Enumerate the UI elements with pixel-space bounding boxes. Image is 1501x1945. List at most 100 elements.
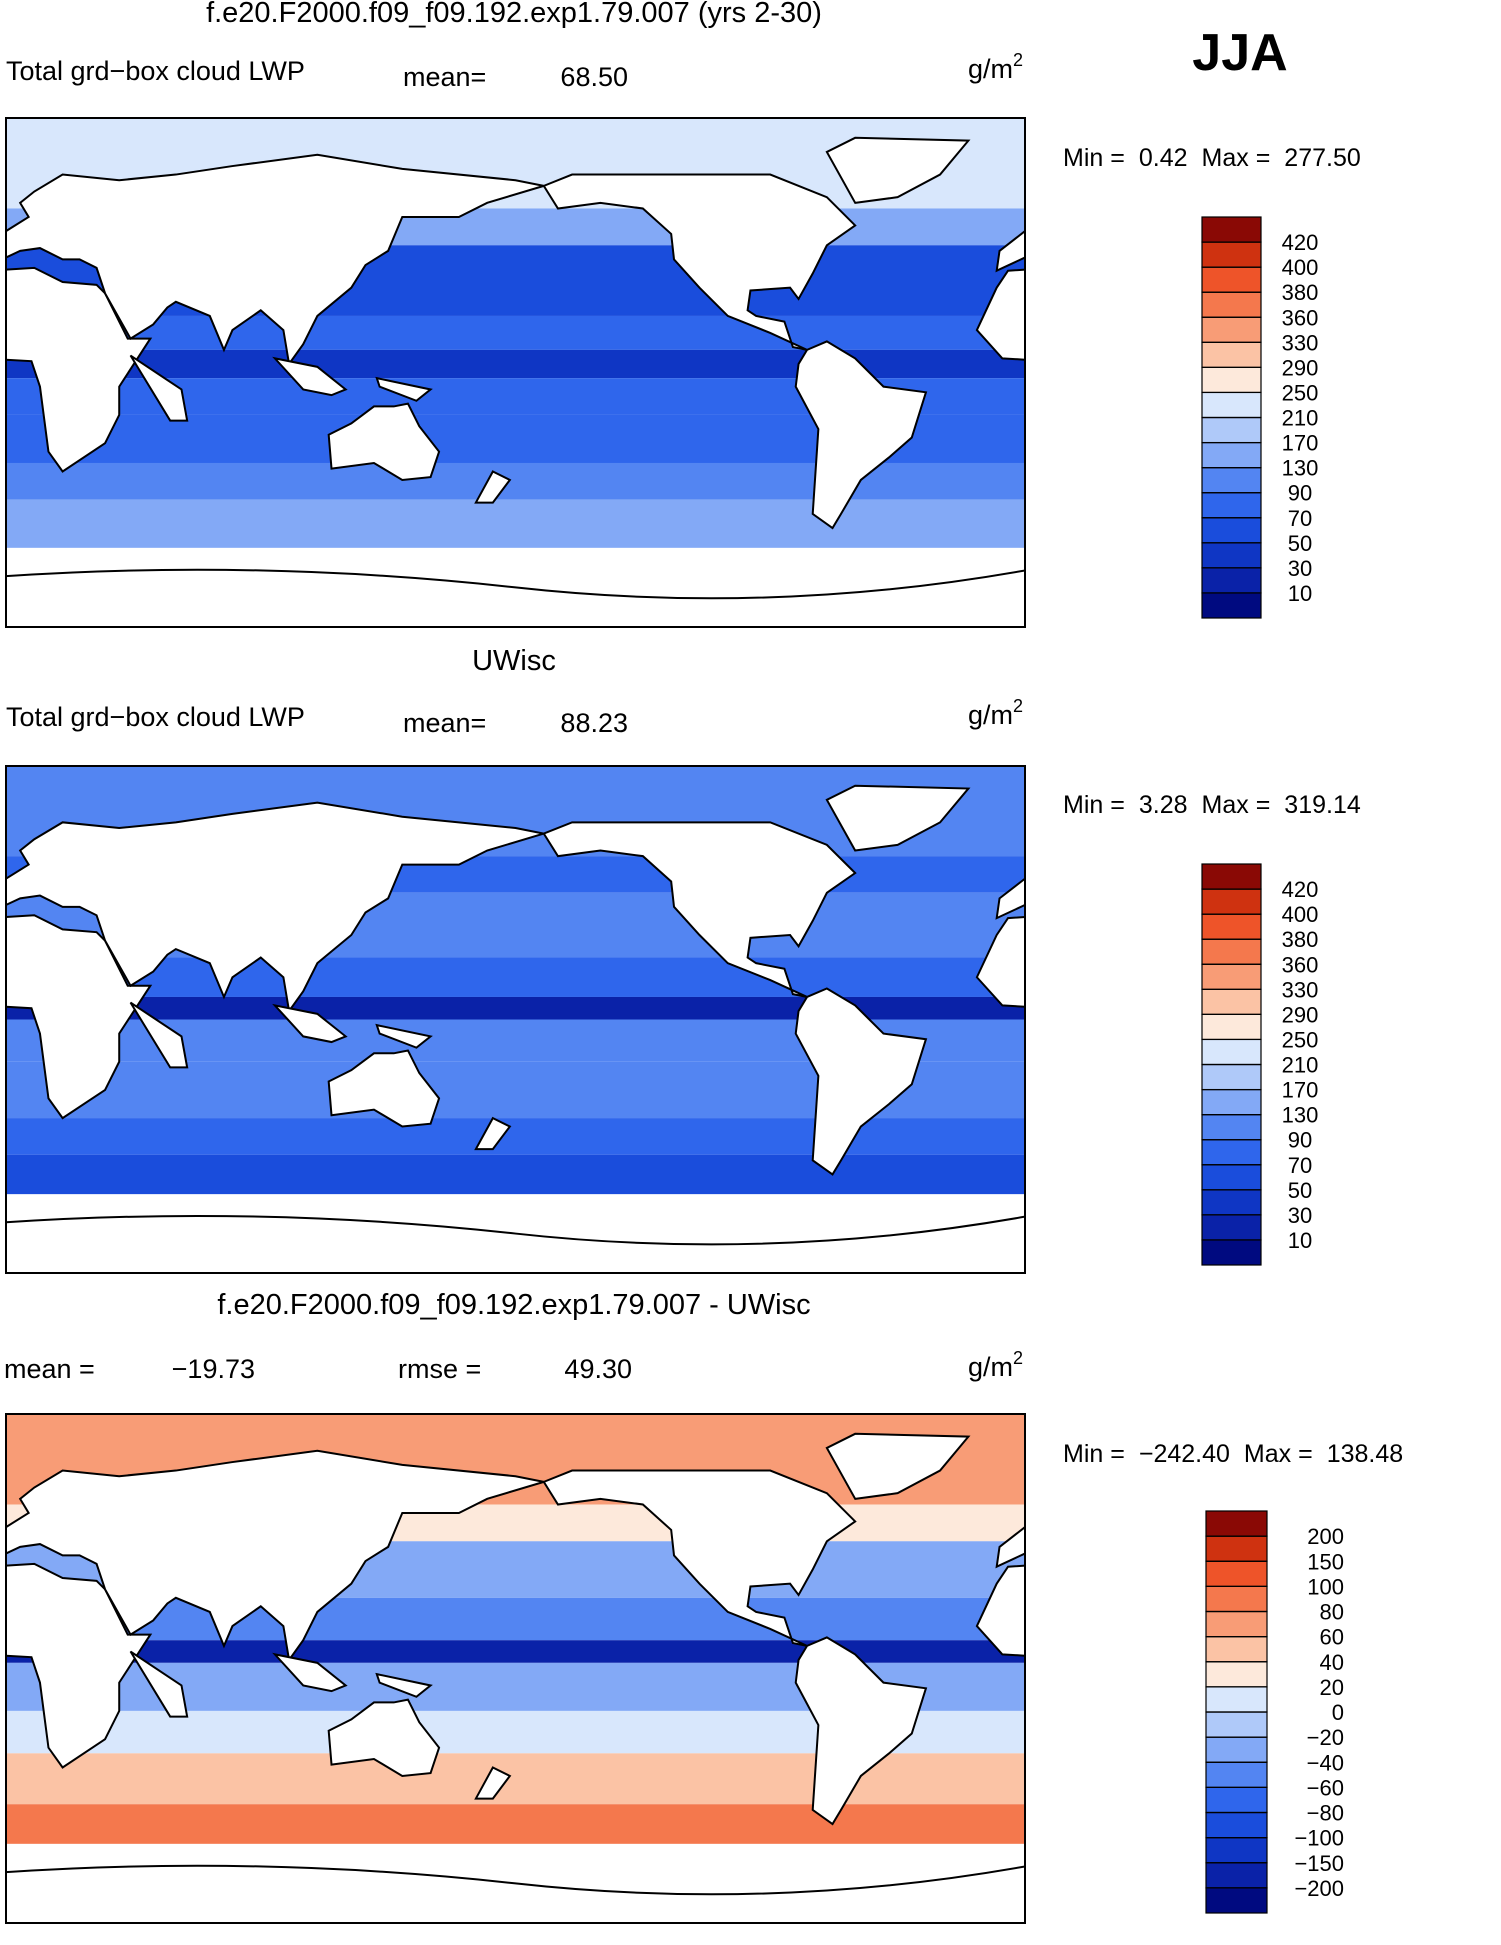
land [6,153,545,367]
colorbar-label: 200 [1307,1524,1344,1549]
max-value: 319.14 [1284,791,1361,819]
max-label: Max = [1202,144,1271,172]
land [474,1116,512,1151]
min-value: 0.42 [1139,144,1188,172]
min-value: −242.40 [1139,1440,1230,1468]
colorbar-swatch [1205,1610,1268,1638]
colorbar-swatch [1205,1837,1268,1864]
colorbar-swatch [1201,1139,1262,1166]
land [272,356,348,397]
colorbar-label: 50 [1288,531,1312,556]
colorbar-swatch [1205,1811,1268,1839]
min-max: Min = 0.42 Max = 277.50 [1063,144,1361,172]
season-label: JJA [1192,24,1287,82]
colorbar-swatch [1201,366,1262,394]
colorbar-swatch [1201,1114,1262,1141]
colorbar-label: 170 [1282,1078,1319,1103]
land [794,340,928,530]
land [542,821,857,998]
colorbar-label: 20 [1320,1675,1344,1700]
colorbar-label: 80 [1320,1600,1344,1625]
colorbar-swatch [1201,291,1262,318]
land [1495,471,1501,502]
units: g/m2 [968,1348,1023,1382]
units-exponent: 2 [1013,1348,1023,1368]
colorbar-swatch [1201,1013,1262,1041]
colorbar-label: 70 [1288,506,1312,531]
units: g/m2 [968,50,1023,84]
ocean-band [6,1597,1025,1641]
colorbar-label: −60 [1307,1775,1344,1800]
units-base: g/m [968,700,1013,730]
land [1150,1003,1207,1068]
land [1150,356,1207,421]
colorbar-swatch [1205,1887,1268,1914]
land [542,173,857,351]
colorbar-swatch [1201,1239,1262,1266]
colorbar-label: −40 [1307,1750,1344,1775]
colorbar-label: 400 [1282,902,1319,927]
map-frame [5,1413,1026,1924]
land [1396,1674,1450,1697]
colorbar-swatch [1201,441,1262,469]
colorbar-label: 400 [1282,255,1319,280]
ocean-band [6,1640,1025,1663]
map [6,766,1501,1273]
ocean-band [6,315,1025,350]
colorbar-swatch [1201,938,1262,965]
min-label: Min = [1063,791,1125,819]
land [474,470,512,504]
land [272,1003,348,1044]
mean-label: mean= [403,708,486,738]
map [6,1414,1450,1923]
land [825,136,971,204]
colorbar-label: 40 [1320,1650,1344,1675]
colorbar-label: 170 [1282,431,1319,456]
units-exponent: 2 [1013,696,1023,716]
colorbar-swatch [1205,1761,1268,1788]
min-max: Min = 3.28 Max = 319.14 [1063,791,1361,819]
max-label: Max = [1202,791,1271,819]
colorbar-swatch [1201,1164,1262,1191]
land [272,1652,348,1693]
antarctica [6,1864,1025,1896]
land [129,1650,189,1718]
land [1150,1652,1207,1717]
max-value: 277.50 [1284,144,1360,172]
colorbar-label: 420 [1282,230,1319,255]
colorbar-swatch [1201,391,1262,419]
colorbar-swatch [1201,1189,1262,1216]
units-base: g/m [968,1352,1013,1382]
land [129,354,189,422]
colorbar-swatch [1201,592,1262,619]
colorbar-swatch [1205,1686,1268,1713]
colorbar-swatch [1201,1063,1262,1091]
land [1495,1118,1501,1149]
mean-label: mean = [4,1354,95,1384]
colorbar-label: 290 [1282,355,1319,380]
colorbar-swatch [1201,492,1262,519]
antarctica [6,568,1025,600]
colorbar-swatch [1201,1088,1262,1116]
land [1396,378,1450,401]
min-max: Min = −242.40 Max = 138.48 [1063,1440,1403,1468]
min-label: Min = [1063,1440,1125,1468]
colorbar-label: 250 [1282,380,1319,405]
land [975,268,1025,361]
colorbar-label: 330 [1282,330,1319,355]
colorbar-label: 100 [1307,1574,1344,1599]
map [6,118,1501,627]
ocean-band [6,957,1025,997]
colorbar-label: 360 [1282,952,1319,977]
land [375,1023,433,1049]
colorbar-label: 360 [1282,305,1319,330]
colorbar-label: −200 [1294,1876,1344,1901]
colorbar-swatch [1201,888,1262,915]
land [6,1449,545,1663]
land [794,1636,928,1826]
map-frame [5,765,1026,1274]
colorbar-label: 50 [1288,1178,1312,1203]
colorbar-swatch [1201,542,1262,569]
colorbar-label: 330 [1282,977,1319,1002]
